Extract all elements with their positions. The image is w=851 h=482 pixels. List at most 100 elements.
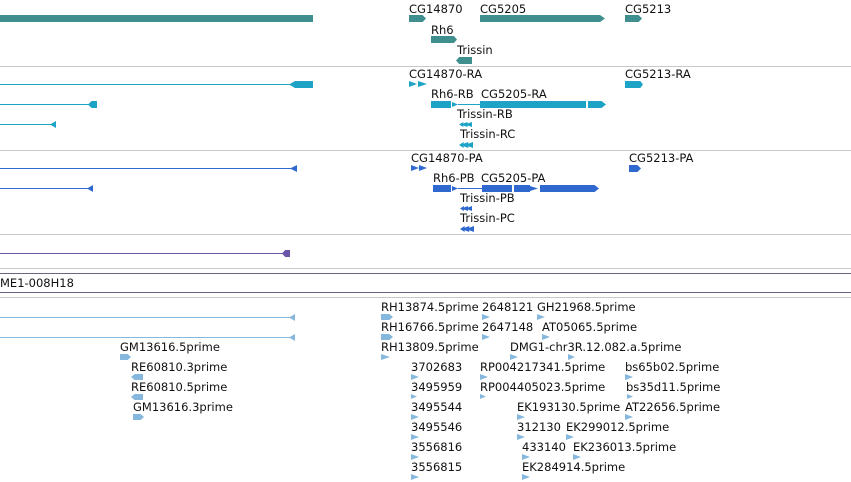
transcript-exon[interactable] [411, 165, 419, 171]
transcript-exon[interactable] [409, 81, 417, 87]
est-mark[interactable] [568, 354, 575, 360]
transcript-line[interactable] [0, 84, 295, 85]
est-mark[interactable] [517, 414, 525, 420]
transcript-arrow[interactable] [290, 165, 297, 172]
transcript-exon[interactable] [419, 165, 427, 171]
est-label[interactable]: RP004217341.5prime [480, 360, 606, 374]
transcript-exon[interactable] [588, 185, 599, 192]
gene-feature-rh6[interactable] [431, 36, 457, 43]
est-mark[interactable] [411, 394, 417, 399]
est-label[interactable]: 3556815 [411, 460, 463, 474]
transcript-line[interactable] [0, 104, 92, 105]
est-label[interactable]: 312130 [517, 420, 561, 434]
protein-label[interactable]: Trissin-PC [460, 211, 515, 225]
est-label[interactable]: GM13616.3prime [133, 400, 233, 414]
transcript-exon[interactable] [629, 165, 641, 172]
est-mark[interactable] [627, 394, 633, 399]
est-mark[interactable] [482, 334, 490, 340]
feature-arrow[interactable] [282, 250, 290, 257]
transcript-label[interactable]: Trissin-RC [460, 127, 516, 141]
est-arrow[interactable] [289, 334, 295, 341]
transcript-exon[interactable] [530, 186, 538, 191]
est-line[interactable] [0, 317, 290, 318]
est-mark[interactable] [480, 394, 486, 399]
est-mark[interactable] [131, 394, 143, 400]
est-mark[interactable] [120, 354, 131, 360]
est-label[interactable]: bs35d11.5prime [626, 380, 721, 394]
transcript-arrow[interactable] [50, 121, 56, 128]
transcript-label[interactable]: Rh6-RB [431, 87, 474, 101]
est-label[interactable]: EK193130.5prime [517, 400, 621, 414]
est-label[interactable]: RP004405023.5prime [480, 380, 606, 394]
est-mark[interactable] [482, 314, 490, 320]
est-label[interactable]: AT05065.5prime [542, 320, 638, 334]
est-label[interactable]: RH13874.5prime [381, 300, 479, 314]
est-mark[interactable] [131, 374, 143, 380]
transcript-line[interactable] [0, 168, 292, 169]
gene-feature-cg14870[interactable] [409, 15, 426, 22]
transcript-label[interactable]: CG14870-RA [409, 67, 483, 81]
est-label[interactable]: GH21968.5prime [537, 300, 636, 314]
gene-label-cg5213[interactable]: CG5213 [625, 2, 672, 16]
est-mark[interactable] [522, 474, 530, 480]
est-label[interactable]: 3556816 [411, 440, 463, 454]
est-mark[interactable] [537, 314, 545, 320]
est-label[interactable]: 2648121 [482, 300, 534, 314]
est-label[interactable]: 3495546 [411, 420, 463, 434]
transcript-exon[interactable] [433, 185, 451, 192]
transcript-arrow[interactable] [87, 185, 93, 192]
protein-label[interactable]: CG14870-PA [411, 151, 483, 165]
est-label[interactable]: RH16766.5prime [381, 320, 479, 334]
gene-feature-left[interactable] [0, 15, 313, 22]
est-label[interactable]: AT22656.5prime [625, 400, 721, 414]
transcript-line[interactable] [458, 188, 482, 189]
gene-label-rh6[interactable]: Rh6 [431, 23, 454, 37]
est-mark[interactable] [381, 334, 393, 340]
transcript-exon[interactable] [528, 101, 586, 108]
est-mark[interactable] [517, 434, 525, 440]
est-label[interactable]: RH13809.5prime [381, 340, 479, 354]
est-mark[interactable] [381, 354, 390, 360]
est-mark[interactable] [411, 454, 419, 460]
transcript-arrow[interactable] [459, 142, 473, 148]
gene-feature-cg5205[interactable] [480, 15, 605, 22]
gene-label-cg14870[interactable]: CG14870 [409, 2, 463, 16]
est-mark[interactable] [566, 434, 574, 440]
est-mark[interactable] [411, 414, 419, 420]
est-label[interactable]: 2647148 [482, 320, 534, 334]
est-mark[interactable] [411, 434, 419, 440]
transcript-exon[interactable] [510, 101, 528, 108]
transcript-exon[interactable] [588, 101, 606, 108]
transcript-arrow[interactable] [460, 226, 474, 232]
est-mark[interactable] [510, 354, 518, 360]
transcript-exon[interactable] [482, 185, 512, 192]
est-mark[interactable] [542, 334, 550, 340]
est-label[interactable]: RE60810.3prime [131, 360, 228, 374]
est-mark[interactable] [625, 374, 633, 380]
transcript-exon[interactable] [452, 102, 458, 107]
transcript-exon[interactable] [514, 185, 530, 192]
est-label[interactable]: 3702683 [411, 360, 463, 374]
transcript-exon[interactable] [289, 81, 313, 88]
transcript-line[interactable] [0, 124, 54, 125]
clone-label[interactable]: ME1-008H18 [0, 276, 74, 290]
est-label[interactable]: DMG1-chr3R.12.082.a.5prime [510, 340, 682, 354]
transcript-arrow[interactable] [460, 206, 472, 211]
gene-label-cg5205[interactable]: CG5205 [480, 2, 527, 16]
transcript-exon[interactable] [480, 101, 510, 108]
transcript-exon[interactable] [431, 101, 451, 108]
gene-feature-cg5213[interactable] [625, 15, 642, 22]
est-label[interactable]: EK284914.5prime [522, 460, 626, 474]
est-label[interactable]: GM13616.5prime [120, 340, 220, 354]
transcript-line[interactable] [0, 188, 90, 189]
transcript-arrow[interactable] [459, 122, 472, 127]
est-label[interactable]: EK236013.5prime [573, 440, 677, 454]
gene-label-trissin[interactable]: Trissin [457, 43, 493, 57]
est-mark[interactable] [573, 454, 581, 460]
est-arrow[interactable] [289, 314, 295, 321]
transcript-line[interactable] [458, 104, 480, 105]
transcript-exon[interactable] [625, 81, 643, 88]
est-line[interactable] [0, 337, 290, 338]
est-label[interactable]: 3495959 [411, 380, 463, 394]
protein-label[interactable]: Rh6-PB [433, 171, 475, 185]
